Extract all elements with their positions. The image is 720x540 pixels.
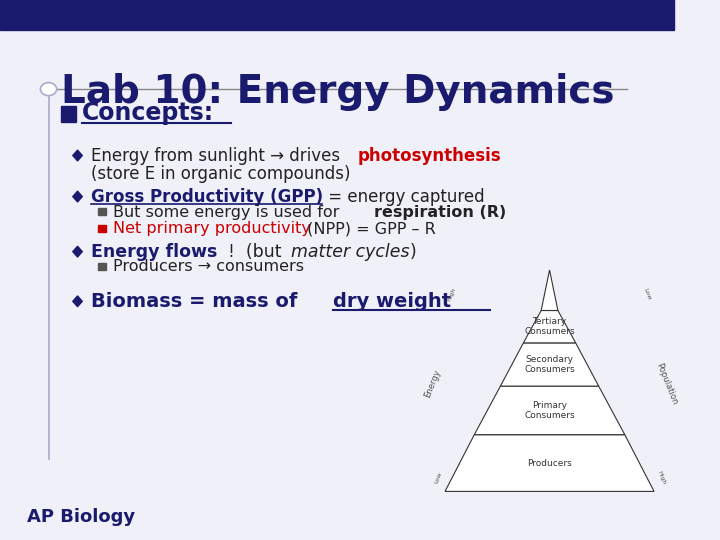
Text: High: High [447, 287, 457, 302]
Text: Secondary
Consumers: Secondary Consumers [524, 355, 575, 374]
Polygon shape [73, 150, 82, 161]
Text: Tertiary
Consumers: Tertiary Consumers [524, 317, 575, 336]
Text: Producers: Producers [527, 458, 572, 468]
Text: matter cycles: matter cycles [292, 242, 410, 261]
Text: But some energy is used for: But some energy is used for [113, 205, 345, 220]
Text: High: High [656, 470, 666, 485]
Polygon shape [474, 386, 625, 435]
Text: respiration (R): respiration (R) [374, 205, 506, 220]
Polygon shape [523, 310, 576, 343]
Text: AP Biology: AP Biology [27, 508, 135, 526]
Text: Producers → consumers: Producers → consumers [113, 259, 305, 274]
Bar [60, 106, 76, 122]
Text: Low: Low [433, 471, 443, 484]
Polygon shape [445, 435, 654, 491]
Polygon shape [73, 191, 82, 202]
Text: Biomass = mass of: Biomass = mass of [91, 292, 304, 311]
Text: !  (but: ! (but [228, 242, 287, 261]
Bar [98, 225, 106, 232]
Polygon shape [541, 270, 558, 310]
Text: Concepts:: Concepts: [82, 102, 215, 125]
Bar [98, 208, 106, 215]
Text: ): ) [409, 242, 416, 261]
Circle shape [40, 83, 57, 96]
Polygon shape [73, 246, 82, 257]
Text: photosynthesis: photosynthesis [357, 146, 501, 165]
Text: Energy from sunlight → drives: Energy from sunlight → drives [91, 146, 346, 165]
Text: Energy: Energy [423, 368, 443, 399]
Polygon shape [73, 296, 82, 307]
Text: Lab 10: Energy Dynamics: Lab 10: Energy Dynamics [60, 73, 614, 111]
Text: Net primary productivity: Net primary productivity [113, 221, 311, 237]
Text: Energy flows: Energy flows [91, 242, 217, 261]
Text: Gross Productivity (GPP): Gross Productivity (GPP) [91, 187, 323, 206]
Text: Population: Population [654, 361, 679, 406]
Text: Primary
Consumers: Primary Consumers [524, 401, 575, 420]
Text: (store E in organic compounds): (store E in organic compounds) [91, 165, 351, 183]
Polygon shape [500, 343, 598, 386]
Text: dry weight: dry weight [333, 292, 451, 311]
Bar [98, 263, 106, 270]
Text: Low: Low [643, 288, 652, 301]
Text: = energy captured: = energy captured [323, 187, 485, 206]
Bar [0, 0, 674, 30]
Text: (NPP) = GPP – R: (NPP) = GPP – R [302, 221, 436, 237]
